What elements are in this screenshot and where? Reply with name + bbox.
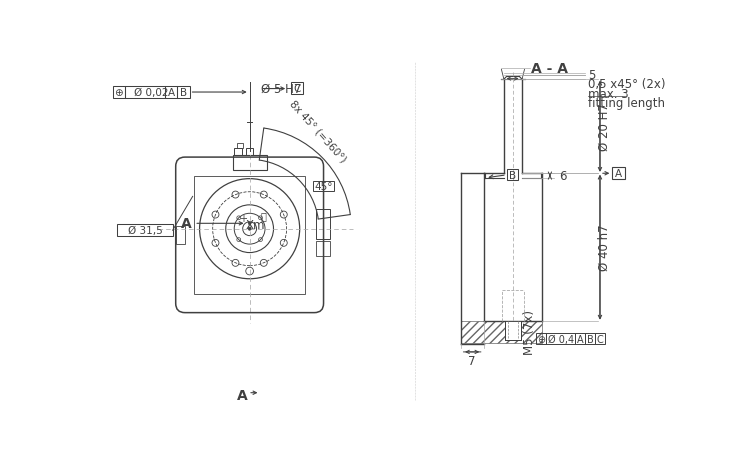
Text: A: A xyxy=(615,169,622,179)
Bar xyxy=(194,176,305,294)
Text: C: C xyxy=(597,334,604,344)
Text: 5: 5 xyxy=(589,69,596,82)
Bar xyxy=(507,170,518,181)
Bar xyxy=(112,87,125,99)
Circle shape xyxy=(248,222,251,225)
Bar xyxy=(291,83,303,95)
Text: ⒣: ⒣ xyxy=(260,210,266,220)
Text: A: A xyxy=(236,388,248,402)
Text: Ø 40 h7: Ø 40 h7 xyxy=(598,225,611,271)
Bar xyxy=(536,334,546,344)
Text: A: A xyxy=(167,88,175,98)
Text: ⊕: ⊕ xyxy=(114,88,123,98)
Text: C: C xyxy=(293,84,301,94)
Text: Ø 0,02: Ø 0,02 xyxy=(134,88,168,98)
Circle shape xyxy=(248,228,251,231)
Bar xyxy=(546,334,575,344)
Bar xyxy=(232,156,266,171)
Text: 45°: 45° xyxy=(314,181,333,192)
Bar xyxy=(125,87,165,99)
Bar xyxy=(316,242,330,257)
Text: ⊕: ⊕ xyxy=(537,334,545,344)
Bar xyxy=(585,334,596,344)
Bar xyxy=(177,87,190,99)
Text: Xm: Xm xyxy=(246,219,266,232)
Text: B: B xyxy=(509,170,516,181)
Text: B: B xyxy=(180,88,187,98)
Text: A: A xyxy=(577,334,584,344)
Text: M5 (7x): M5 (7x) xyxy=(524,310,536,355)
Bar xyxy=(176,226,185,244)
Text: A: A xyxy=(181,217,192,231)
Text: Ø 0,4: Ø 0,4 xyxy=(548,334,574,344)
Text: Ø 5 H7: Ø 5 H7 xyxy=(261,83,302,96)
Text: +: + xyxy=(238,213,247,224)
Text: Ø 20 H7: Ø 20 H7 xyxy=(598,103,611,151)
Bar xyxy=(237,144,244,149)
Bar xyxy=(165,87,177,99)
Bar xyxy=(316,210,330,239)
Bar xyxy=(612,168,625,180)
Bar xyxy=(313,181,334,192)
Text: B: B xyxy=(587,334,594,344)
Bar xyxy=(575,334,585,344)
Text: fitting length: fitting length xyxy=(589,97,665,110)
Text: Ø 31,5: Ø 31,5 xyxy=(128,226,162,236)
Bar xyxy=(246,149,254,156)
Bar xyxy=(234,149,242,156)
Text: 6: 6 xyxy=(560,170,567,183)
Bar xyxy=(506,321,520,341)
Bar xyxy=(117,225,172,237)
Bar xyxy=(596,334,605,344)
Text: 0,5 x45° (2x): 0,5 x45° (2x) xyxy=(589,78,666,91)
Text: A - A: A - A xyxy=(532,62,568,75)
Text: max. 3: max. 3 xyxy=(589,88,629,100)
Text: 8x 45° (=360°): 8x 45° (=360°) xyxy=(288,99,349,164)
Text: 7: 7 xyxy=(469,354,476,367)
